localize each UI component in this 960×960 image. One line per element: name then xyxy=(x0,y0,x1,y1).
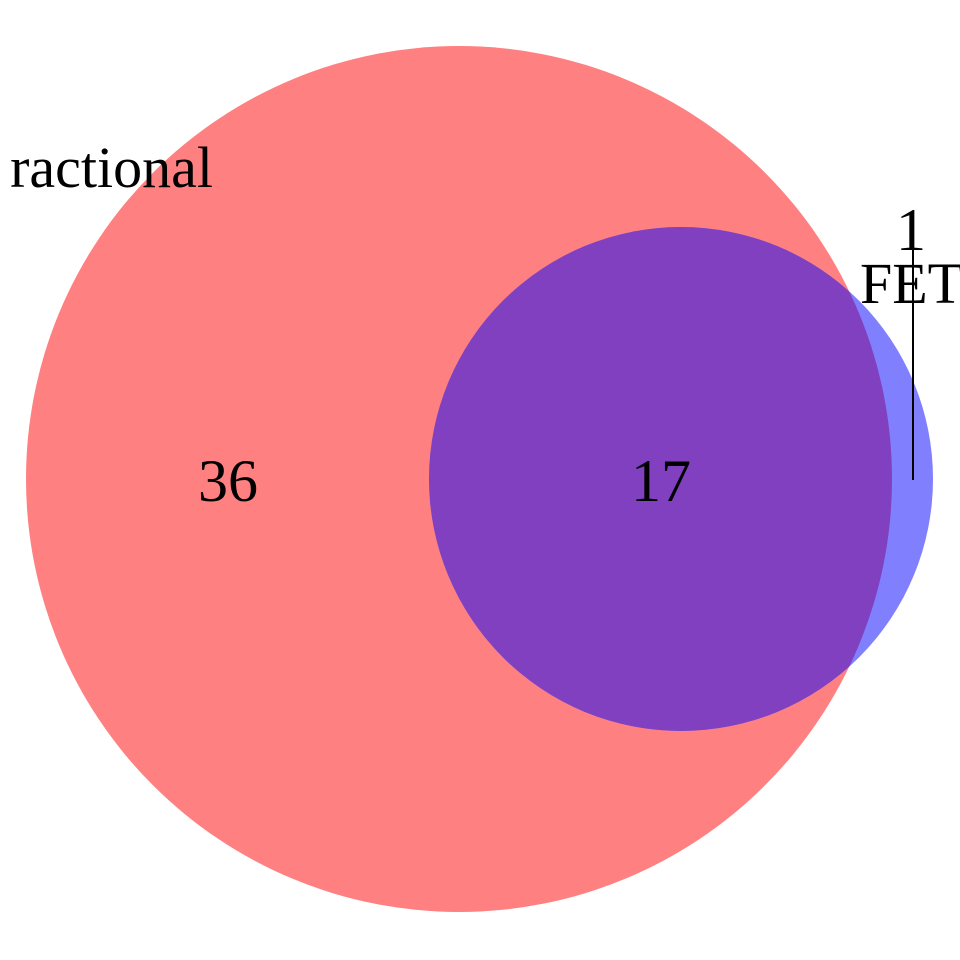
intersection-count: 17 xyxy=(631,448,691,514)
set-b-only-count: 1 xyxy=(896,197,926,263)
intersection-region xyxy=(429,227,892,731)
set-a-only-count: 36 xyxy=(198,448,258,514)
set-a-label: ractional xyxy=(10,135,213,200)
set-b-label: FET xyxy=(860,251,960,316)
